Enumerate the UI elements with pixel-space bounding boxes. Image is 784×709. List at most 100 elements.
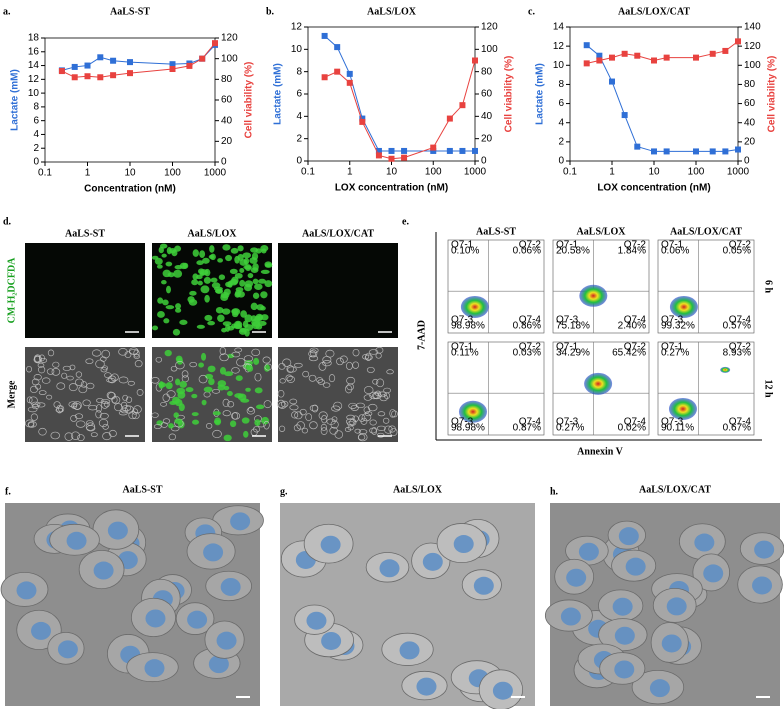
cell [102,432,112,441]
column-label: AaLS/LOX/CAT [670,226,742,237]
data-point [621,112,628,119]
data-point [127,70,133,77]
cell [223,385,230,391]
cell [234,291,241,298]
cell [339,355,348,363]
cell [264,261,273,268]
column-label: AaLS-ST [476,226,516,237]
nucleus [618,527,639,546]
nucleus [473,576,494,595]
nucleus [320,535,341,554]
flow-plot [657,239,755,334]
cell [167,376,174,382]
cell [26,396,33,404]
y-axis-label: Lactate (mM) [10,69,21,131]
chart-title: AaLS-ST [110,6,150,17]
cell [219,353,229,362]
y2-tick-label: 120 [221,33,238,44]
quadrant-name: Q7-3 [451,315,474,326]
cell [46,394,53,400]
cell [207,320,215,326]
nucleus [612,597,633,616]
nucleus [379,559,400,578]
cell [198,362,205,368]
y-axis-label: 7-AAD [416,320,427,350]
cell [260,314,269,321]
cell [311,404,319,413]
panel-title: AaLS/LOX [393,484,443,495]
cell [99,412,109,420]
x-axis-label: Concentration (nM) [84,184,176,195]
quadrant-percent: 98.98% [451,423,485,434]
data-point [722,148,729,155]
cell [278,425,286,432]
quadrant-name: Q7-4 [729,315,752,326]
cell [191,419,200,425]
cell [50,431,60,440]
cell [286,375,295,383]
plot-frame [307,26,476,162]
nucleus [321,631,342,650]
quadrant-name: Q7-1 [451,240,474,251]
cell [29,385,38,394]
cell [38,427,47,436]
cell [282,358,292,367]
cell [179,262,188,270]
cell [56,404,63,414]
nucleus [144,659,165,678]
cell [231,412,241,420]
cell [38,390,47,395]
cell [301,427,309,434]
x-tick-label: 1 [85,168,91,179]
cell [281,400,289,408]
data-point [346,70,353,77]
cell [46,368,55,375]
cell [320,427,328,435]
y2-tick-label: 40 [481,111,493,122]
cell [236,357,246,367]
cell-population [720,366,731,373]
x-tick-label: 10 [386,167,398,178]
quadrant-percent: 0.03% [513,348,541,359]
cell [235,287,244,293]
quadrant-name: Q7-1 [556,342,579,353]
quadrant-percent: 0.10% [451,246,479,257]
cell [204,294,210,303]
y-tick-label: 6 [33,115,39,126]
cell [199,250,206,258]
cell [345,384,353,394]
cell-population [460,295,489,318]
x-tick-label: 0.1 [563,167,577,178]
nucleus [208,655,229,674]
cell [39,357,48,363]
cell-population [584,372,613,395]
cell [165,261,173,267]
cell [185,387,194,393]
cell [366,366,375,373]
cell [177,391,186,399]
nucleus [752,576,773,595]
data-point [621,50,628,57]
cell [375,352,382,359]
cell [175,307,182,313]
cell [30,413,38,421]
cell [157,311,165,318]
cell [217,380,227,387]
cell [191,279,199,286]
cell [239,279,246,287]
cell [196,274,203,280]
cell [373,392,380,400]
cell [85,422,96,431]
y2-tick-label: 60 [744,98,756,109]
cell [161,253,167,258]
cell [249,257,258,264]
cell [222,321,232,327]
cell [201,399,207,406]
cell [100,399,111,405]
cell [173,412,180,419]
cell [155,356,163,363]
cell [212,429,222,439]
quadrant-percent: 0.06% [513,246,541,257]
cell [106,377,116,383]
quadrant-name: Q7-3 [556,417,579,428]
